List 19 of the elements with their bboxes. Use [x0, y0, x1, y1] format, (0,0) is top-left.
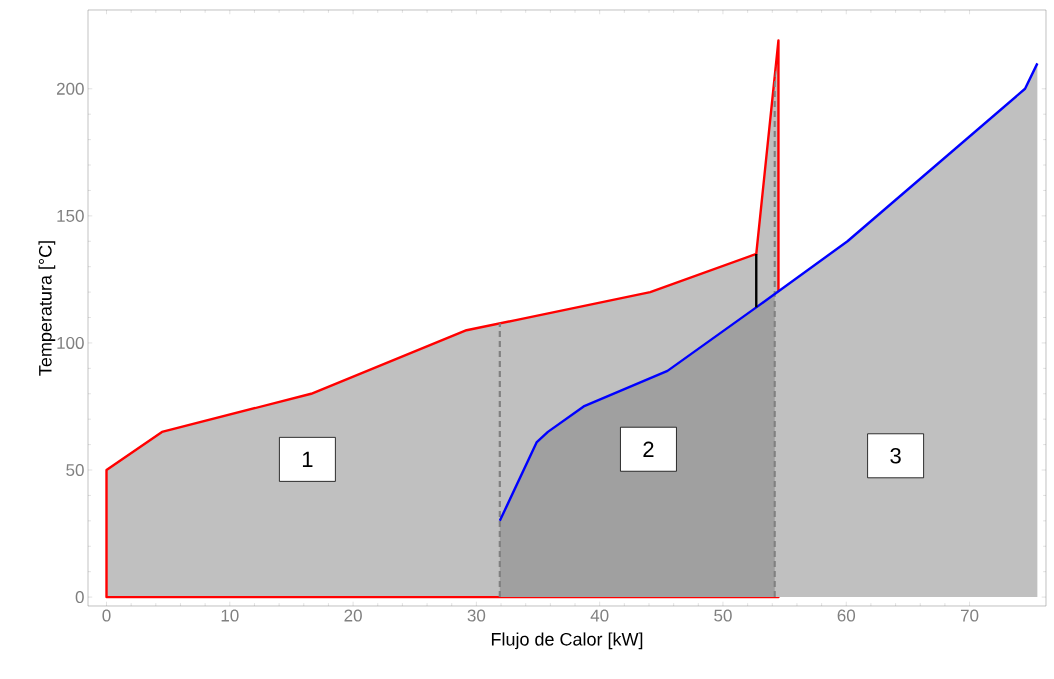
x-tick-label: 20	[344, 609, 362, 622]
x-tick-label: 0	[102, 609, 111, 622]
line-series	[498, 62, 1039, 523]
annotation: 1	[302, 451, 313, 467]
x-tick-label: 10	[221, 609, 239, 622]
y-axis-title: Temperatura [°C]	[38, 241, 56, 376]
y-tick-label: 50	[66, 463, 84, 477]
x-tick-label: 60	[837, 609, 856, 622]
x-tick-label: 30	[467, 609, 486, 622]
annotation: 2	[643, 441, 654, 457]
annotation: 3	[890, 448, 901, 464]
x-tick-label: 40	[590, 609, 609, 622]
y-tick-label: 200	[56, 82, 84, 95]
x-tick-label: 70	[960, 609, 979, 622]
y-tick-label: 150	[57, 209, 84, 222]
x-tick-label: 50	[714, 609, 732, 622]
x-axis-title: Flujo de Calor [kW]	[491, 632, 643, 650]
y-tick-label: 100	[57, 336, 84, 349]
y-tick-label: 0	[75, 591, 84, 604]
